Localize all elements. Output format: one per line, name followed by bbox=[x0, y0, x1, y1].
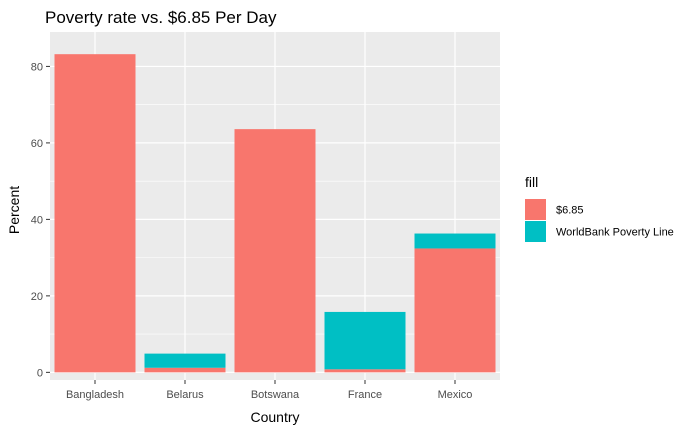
legend: fill $6.85 WorldBank Poverty Line bbox=[525, 174, 674, 242]
bar-belarus-series-1 bbox=[144, 367, 226, 373]
x-tick-label: France bbox=[348, 389, 382, 401]
legend-label-2: WorldBank Poverty Line bbox=[556, 227, 674, 239]
bar-mexico-series-1 bbox=[414, 248, 496, 373]
legend-key-2 bbox=[525, 221, 546, 242]
x-axis-title: Country bbox=[250, 409, 299, 425]
bar-belarus-series-2 bbox=[144, 353, 226, 368]
x-tick-label: Botswana bbox=[251, 389, 300, 401]
legend-label-1: $6.85 bbox=[556, 205, 584, 217]
y-tick-label: 0 bbox=[37, 367, 43, 379]
x-axis: Bangladesh Belarus Botswana France Mexico bbox=[66, 380, 472, 401]
y-tick-label: 60 bbox=[31, 138, 43, 150]
legend-title: fill bbox=[525, 174, 538, 190]
legend-key-1 bbox=[525, 199, 546, 220]
x-tick-label: Mexico bbox=[438, 389, 473, 401]
y-tick-label: 20 bbox=[31, 291, 43, 303]
bar-mexico-series-2 bbox=[414, 233, 496, 249]
bar-botswana-series-1 bbox=[234, 129, 316, 373]
y-axis: 0 20 40 60 80 bbox=[31, 61, 50, 379]
y-axis-title: Percent bbox=[6, 186, 22, 234]
x-tick-label: Bangladesh bbox=[66, 389, 124, 401]
bars bbox=[54, 54, 496, 373]
y-tick-label: 40 bbox=[31, 214, 43, 226]
bar-bangladesh-series-1 bbox=[54, 54, 136, 373]
chart-title: Poverty rate vs. $6.85 Per Day bbox=[45, 8, 277, 27]
bar-france-series-1 bbox=[324, 369, 406, 373]
y-tick-label: 80 bbox=[31, 61, 43, 73]
bar-france-series-2 bbox=[324, 311, 406, 370]
x-tick-label: Belarus bbox=[166, 389, 204, 401]
